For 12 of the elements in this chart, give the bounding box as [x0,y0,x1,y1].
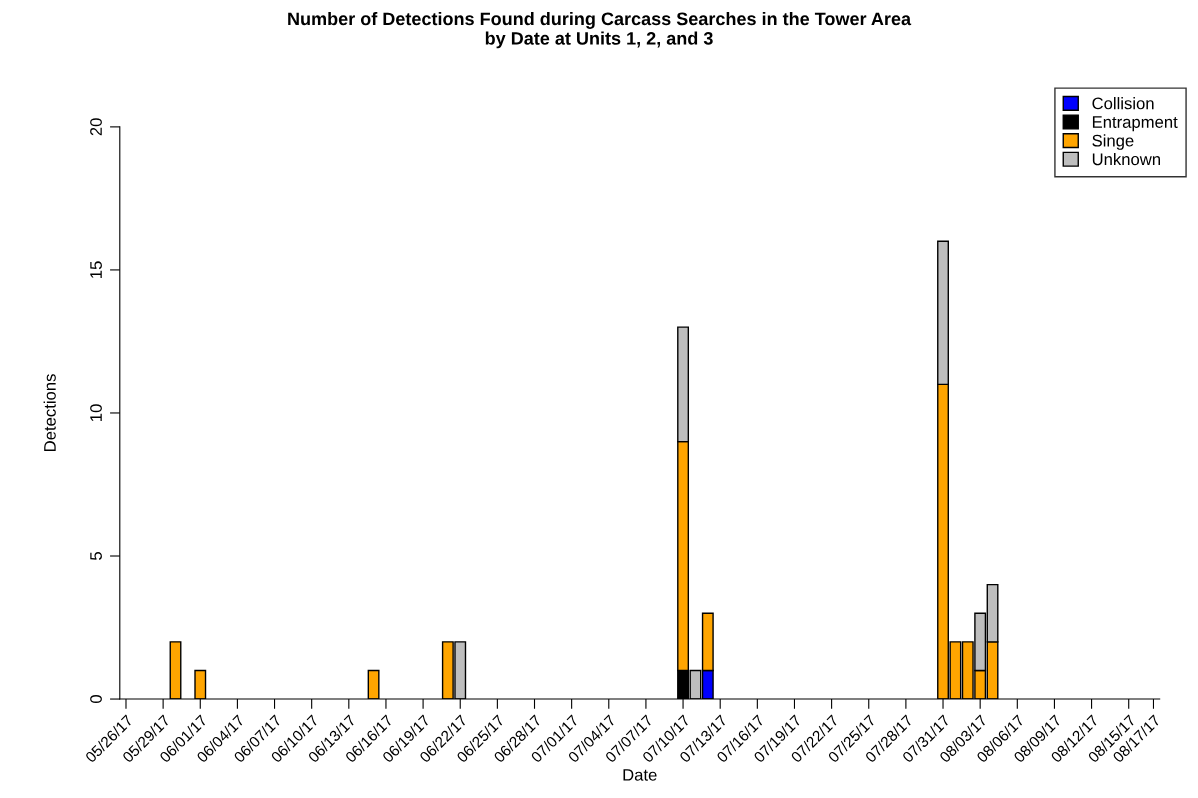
legend-label: Singe [1092,134,1134,150]
y-tick-label: 15 [90,261,102,278]
chart-title: Number of Detections Found during Carcass Searches in the Tower Area by Date at Units 1, 2, and 3 [288,11,912,49]
y-tick-label: 0 [90,695,102,704]
x-axis-title: Date [623,769,657,781]
y-tick-label: 5 [90,552,102,560]
legend-label: Unknown [1092,152,1160,166]
y-tick-label: 20 [90,118,102,136]
y-tick-label: 10 [90,404,102,421]
y-axis-title: Detections [43,374,56,451]
legend-label: Entrapment [1092,116,1178,132]
legend-label: Collision [1092,97,1154,110]
